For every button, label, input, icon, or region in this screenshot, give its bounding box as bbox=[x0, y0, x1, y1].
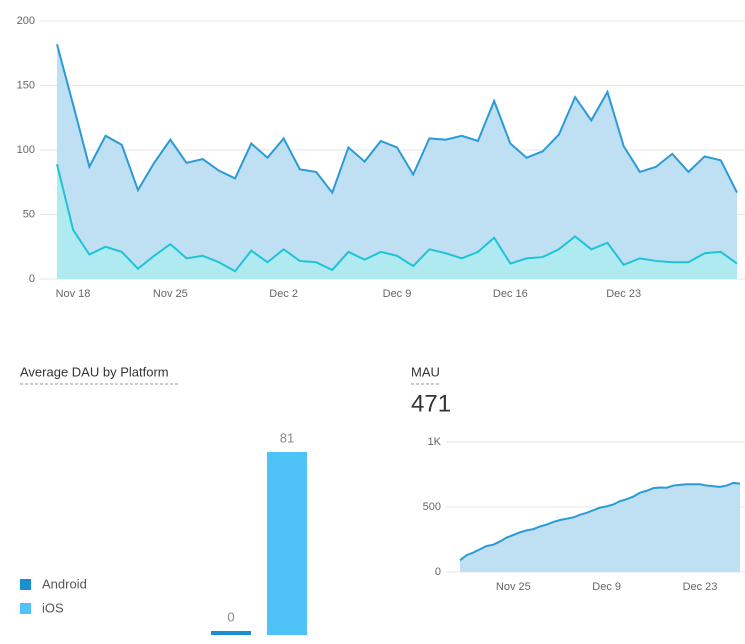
area-fill bbox=[460, 482, 740, 572]
legend-label: Android bbox=[42, 576, 87, 591]
series-line bbox=[56, 43, 738, 195]
area-fill bbox=[57, 44, 737, 279]
bar-value-label: 0 bbox=[227, 609, 234, 624]
x-tick-label: Nov 18 bbox=[56, 288, 91, 300]
legend-swatch bbox=[20, 579, 31, 590]
y-tick-label: 100 bbox=[17, 144, 35, 156]
x-tick-label: Dec 16 bbox=[493, 288, 528, 300]
y-tick-label: 50 bbox=[23, 208, 35, 220]
mau-title: MAU bbox=[411, 364, 440, 379]
x-tick-label: Nov 25 bbox=[496, 581, 531, 593]
legend-label: iOS bbox=[42, 600, 64, 615]
series-line bbox=[459, 481, 741, 562]
x-tick-label: Dec 23 bbox=[606, 288, 641, 300]
x-tick-label: Dec 9 bbox=[592, 581, 621, 593]
y-tick-label: 500 bbox=[423, 501, 441, 513]
bar-value-label: 81 bbox=[280, 430, 294, 445]
bar-chart-title: Average DAU by Platform bbox=[20, 364, 169, 379]
x-tick-label: Dec 2 bbox=[269, 288, 298, 300]
y-tick-label: 150 bbox=[17, 79, 35, 91]
y-tick-label: 1K bbox=[428, 436, 442, 448]
y-tick-label: 0 bbox=[29, 273, 35, 285]
bar bbox=[267, 452, 307, 635]
series-line bbox=[56, 163, 738, 273]
legend-swatch bbox=[20, 603, 31, 614]
area-fill bbox=[57, 164, 737, 279]
x-tick-label: Dec 23 bbox=[683, 581, 718, 593]
x-tick-label: Dec 9 bbox=[383, 288, 412, 300]
y-tick-label: 0 bbox=[435, 566, 441, 578]
mau-value: 471 bbox=[411, 390, 451, 417]
x-tick-label: Nov 25 bbox=[153, 288, 188, 300]
bar bbox=[211, 631, 251, 635]
y-tick-label: 200 bbox=[17, 15, 35, 27]
